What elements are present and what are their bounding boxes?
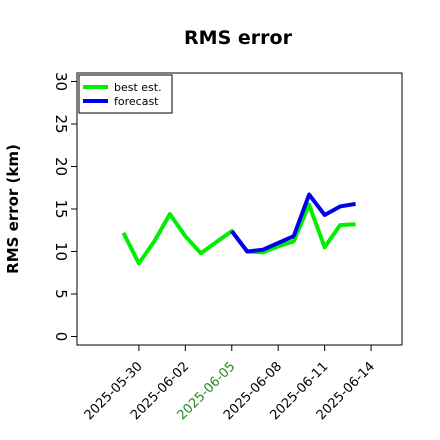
series-line-forecast xyxy=(230,192,356,254)
legend-box xyxy=(78,74,173,114)
y-tick-label: 15 xyxy=(52,199,70,218)
plot-frame xyxy=(76,72,403,346)
y-tick-label: 25 xyxy=(52,114,70,133)
y-axis: 0 5 10 15 20 25 30 xyxy=(52,72,77,341)
series-layer xyxy=(121,192,356,266)
y-tick-label: 30 xyxy=(52,72,70,91)
x-axis: 2025-05-302025-06-022025-06-052025-06-08… xyxy=(82,345,378,423)
series-line-best-est xyxy=(121,202,356,266)
y-tick-label: 10 xyxy=(52,242,70,261)
y-tick-label: 20 xyxy=(52,157,70,176)
y-axis-label: RMS error (km) xyxy=(4,144,22,274)
legend: best est. forecast xyxy=(78,74,173,114)
legend-label-best: best est. xyxy=(114,81,162,94)
y-tick-label: 5 xyxy=(52,289,70,299)
y-tick-label: 0 xyxy=(52,332,70,342)
chart-title: RMS error xyxy=(184,27,293,49)
legend-label-forecast: forecast xyxy=(114,95,159,108)
